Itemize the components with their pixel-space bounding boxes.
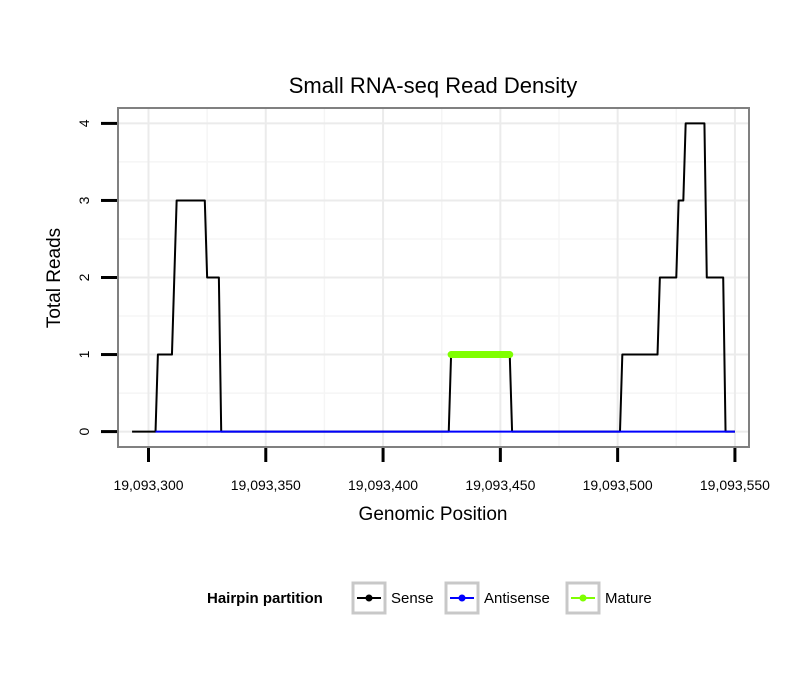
x-tick-label: 19,093,350	[231, 477, 301, 493]
y-tick-label: 0	[76, 427, 92, 435]
x-tick-label: 19,093,300	[113, 477, 183, 493]
legend-key-point	[458, 594, 466, 602]
x-tick-label: 19,093,500	[583, 477, 653, 493]
legend-key-point	[579, 594, 587, 602]
grid	[118, 108, 749, 447]
legend-title: Hairpin partition	[207, 590, 323, 607]
y-tick-label: 3	[76, 196, 92, 204]
x-axis: 19,093,300 19,093,350 19,093,400 19,093,450…	[113, 448, 770, 493]
chart-title: Small RNA-seq Read Density	[289, 73, 578, 98]
y-axis-title: Total Reads	[44, 228, 65, 328]
legend-key-point	[365, 594, 373, 602]
y-axis: 0 1 2 3 4	[76, 119, 117, 435]
x-tick-label: 19,093,550	[700, 477, 770, 493]
y-tick-label: 1	[76, 350, 92, 358]
x-tick-label: 19,093,400	[348, 477, 418, 493]
legend-label-sense: Sense	[391, 590, 434, 607]
y-tick-label: 2	[76, 273, 92, 281]
x-axis-title: Genomic Position	[359, 504, 508, 525]
legend-label-mature: Mature	[605, 590, 652, 607]
plot-panel-border	[117, 107, 750, 448]
series-layer	[132, 122, 735, 433]
legend-label-antisense: Antisense	[484, 590, 550, 607]
x-tick-label: 19,093,450	[465, 477, 535, 493]
y-tick-label: 4	[76, 119, 92, 127]
legend: Hairpin partition Sense Antisense Mature	[207, 581, 652, 615]
